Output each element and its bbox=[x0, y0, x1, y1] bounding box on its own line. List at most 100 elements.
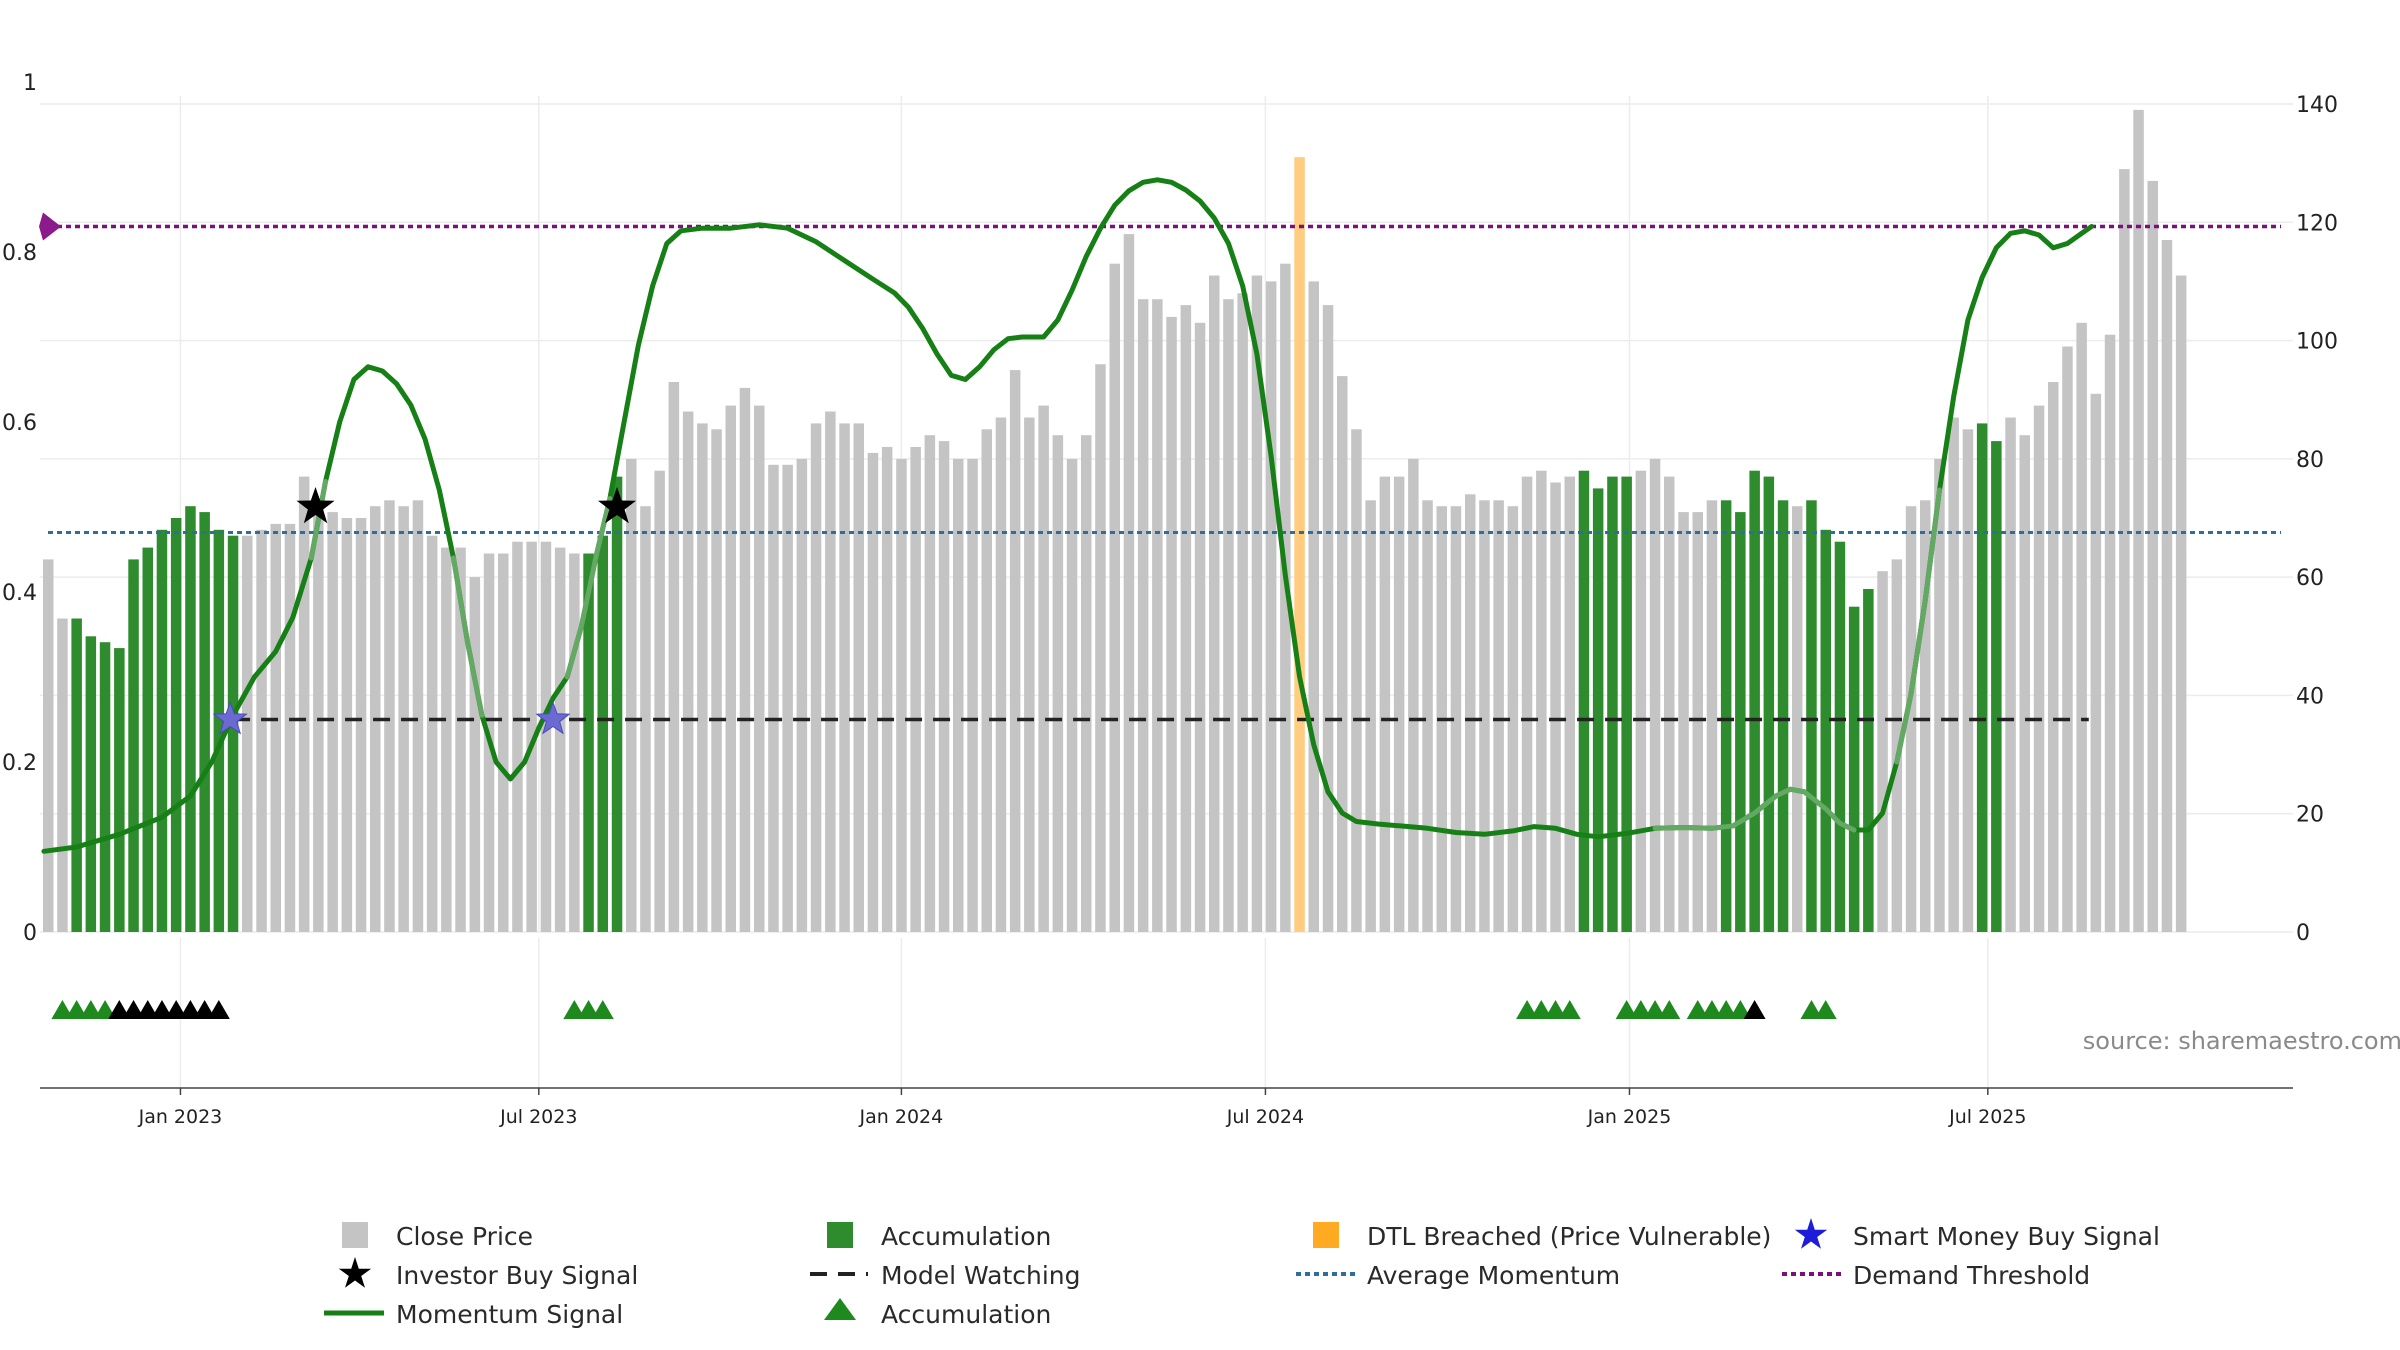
accumulation-bar bbox=[1592, 488, 1604, 932]
accumulation-marker bbox=[1516, 1000, 1539, 1019]
close-price-bar bbox=[57, 618, 68, 932]
close-price-bar bbox=[498, 553, 509, 932]
close-price-bar bbox=[1322, 305, 1334, 933]
close-price-bar bbox=[2048, 382, 2059, 932]
accumulation-bar bbox=[1976, 423, 1988, 932]
close-price-bar bbox=[1265, 281, 1277, 932]
close-price-bar bbox=[1137, 299, 1149, 932]
left-axis-tick-label: 0.4 bbox=[2, 581, 37, 606]
close-price-bar bbox=[697, 423, 708, 932]
smart-money-buy-star bbox=[535, 701, 571, 735]
close-price-bar bbox=[2147, 180, 2158, 932]
close-price-bar bbox=[654, 470, 665, 932]
close-price-bar bbox=[2019, 435, 2030, 932]
close-price-bar bbox=[512, 541, 523, 932]
investor-marker bbox=[1743, 1000, 1766, 1019]
legend: Close Price Accumulation DTL Breached (P… bbox=[324, 1218, 2160, 1329]
close-price-bar bbox=[1038, 405, 1049, 933]
accumulation-bar bbox=[1735, 512, 1746, 932]
price-bars bbox=[43, 109, 2187, 933]
accumulation-marker bbox=[1558, 1000, 1581, 1019]
close-price-bar bbox=[2090, 393, 2102, 932]
accumulation-bar bbox=[199, 512, 210, 932]
accumulation-bar bbox=[1621, 476, 1632, 932]
momentum-signal-faded-segment bbox=[451, 555, 485, 718]
date-axis: Jan 2023 Jul 2023 Jan 2024 Jul 2024 Jan 2025… bbox=[40, 1087, 2293, 1128]
investor-marker bbox=[165, 1000, 188, 1019]
close-price-bar bbox=[1009, 370, 1021, 933]
accumulation-bar bbox=[114, 648, 125, 932]
close-price-bar bbox=[1109, 263, 1120, 932]
accumulation-bar bbox=[85, 636, 97, 932]
accumulation-marker bbox=[577, 1000, 600, 1019]
legend-demand-threshold: Demand Threshold bbox=[1782, 1261, 2090, 1290]
close-price-bar bbox=[1308, 281, 1319, 932]
momentum-signal-faded-segment bbox=[564, 496, 613, 680]
accumulation-marker bbox=[1544, 1000, 1567, 1019]
close-price-bar bbox=[1877, 571, 1888, 932]
accumulation-bar bbox=[1863, 589, 1874, 932]
accumulation-marker bbox=[1686, 1000, 1709, 1019]
momentum-signal-faded-segment bbox=[1652, 786, 1857, 833]
close-price-bar bbox=[569, 553, 580, 932]
legend-close-price-swatch bbox=[342, 1222, 368, 1248]
close-price-bar bbox=[1408, 458, 1419, 932]
legend-average-momentum-label: Average Momentum bbox=[1367, 1261, 1620, 1290]
dtl-breached-bar bbox=[1294, 157, 1305, 932]
x-axis-tick-label: Jul 2024 bbox=[1226, 1106, 1304, 1128]
close-price-bar bbox=[2062, 346, 2073, 932]
close-price-bar bbox=[1479, 500, 1490, 932]
close-price-bar bbox=[953, 458, 964, 932]
close-price-bar bbox=[1905, 506, 1917, 932]
right-axis-tick-label: 0 bbox=[2296, 921, 2310, 946]
close-price-bar bbox=[455, 547, 466, 932]
close-price-bar bbox=[1024, 417, 1035, 932]
close-price-bar bbox=[1891, 559, 1903, 932]
x-axis-tick-label: Jan 2023 bbox=[138, 1106, 223, 1128]
close-price-bar bbox=[2005, 417, 2016, 932]
close-price-bar bbox=[1962, 429, 1974, 932]
close-price-bar bbox=[1123, 234, 1135, 933]
right-axis-tick-label: 60 bbox=[2296, 566, 2324, 591]
accumulation-marker bbox=[79, 1000, 102, 1019]
accumulation-bar bbox=[1763, 476, 1775, 932]
close-price-bar bbox=[355, 518, 367, 932]
close-price-bar bbox=[1081, 435, 1092, 932]
accumulation-marker bbox=[1715, 1000, 1738, 1019]
right-axis-tick-label: 140 bbox=[2296, 93, 2338, 118]
accumulation-marker bbox=[1530, 1000, 1553, 1019]
close-price-bar bbox=[1251, 275, 1263, 932]
close-price-bar bbox=[2104, 334, 2116, 932]
legend-momentum-signal-label: Momentum Signal bbox=[396, 1300, 623, 1329]
legend-investor-buy-label: Investor Buy Signal bbox=[396, 1261, 638, 1290]
close-price-bar bbox=[2175, 275, 2187, 932]
close-price-bar bbox=[270, 523, 281, 932]
legend-dtl-label: DTL Breached (Price Vulnerable) bbox=[1367, 1222, 1771, 1251]
accumulation-marker bbox=[1814, 1000, 1837, 1019]
legend-smart-money: Smart Money Buy Signal bbox=[1794, 1218, 2160, 1251]
right-axis-tick-label: 20 bbox=[2296, 803, 2324, 828]
accumulation-marker bbox=[1700, 1000, 1723, 1019]
close-price-bar bbox=[825, 411, 836, 932]
close-price-bar bbox=[1379, 476, 1391, 932]
legend-investor-buy: Investor Buy Signal bbox=[338, 1257, 638, 1290]
close-price-bar bbox=[1493, 500, 1504, 932]
investor-marker bbox=[207, 1000, 230, 1019]
investor-marker bbox=[179, 1000, 202, 1019]
legend-accumulation: Accumulation bbox=[827, 1222, 1051, 1251]
close-price-bar bbox=[668, 382, 680, 932]
accumulation-bar bbox=[1806, 500, 1817, 932]
close-price-bar bbox=[469, 577, 481, 932]
close-price-bar bbox=[554, 547, 566, 932]
legend-model-watching: Model Watching bbox=[810, 1261, 1081, 1290]
close-price-bar bbox=[1692, 512, 1703, 932]
right-axis-tick-label: 120 bbox=[2296, 211, 2338, 236]
close-price-bar bbox=[1550, 482, 1561, 932]
accumulation-marker bbox=[591, 1000, 614, 1019]
close-price-bar bbox=[341, 518, 353, 932]
left-axis: 0 0.2 0.4 0.6 0.8 1 bbox=[2, 71, 37, 946]
close-price-bar bbox=[1635, 470, 1647, 932]
close-price-bar bbox=[640, 506, 651, 932]
close-price-bar bbox=[1152, 299, 1163, 932]
x-axis-tick-label: Jul 2025 bbox=[1948, 1106, 2026, 1128]
